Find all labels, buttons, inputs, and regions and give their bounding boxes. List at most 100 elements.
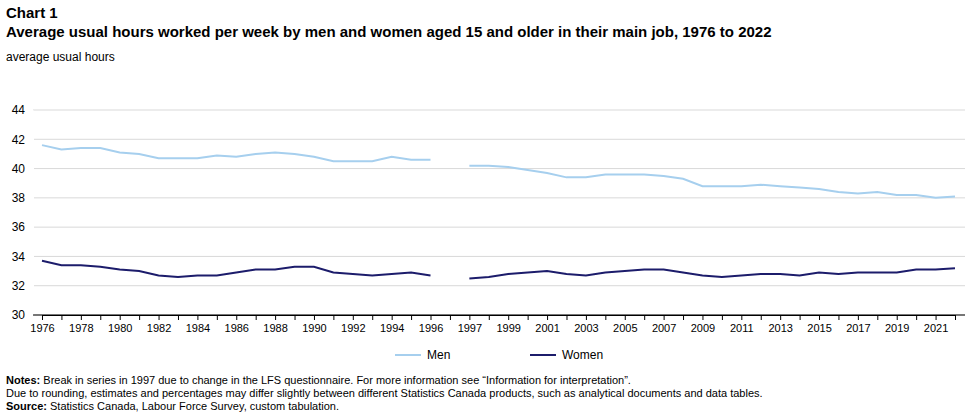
x-tick [295, 315, 296, 320]
x-tick-label: 1999 [496, 322, 520, 334]
x-tick-mark [469, 315, 470, 320]
x-tick-mark [741, 315, 742, 320]
x-tick-mark [197, 315, 198, 320]
x-tick-label: 1982 [147, 322, 171, 334]
x-tick [450, 315, 451, 320]
y-tick: 32 [12, 279, 33, 293]
x-tick-label: 2019 [885, 322, 909, 334]
x-tick [800, 315, 801, 320]
legend-swatch [530, 354, 556, 356]
x-tick: 1997 [458, 315, 482, 334]
y-tick-label: 32 [12, 279, 26, 293]
y-axis-line [33, 111, 34, 316]
x-tick-mark [431, 315, 432, 320]
x-tick-label: 2003 [574, 322, 598, 334]
x-tick-mark [139, 315, 140, 320]
x-tick [178, 315, 179, 320]
x-tick [61, 315, 62, 320]
source-text: Statistics Canada, Labour Force Survey, … [47, 400, 339, 412]
grid-line [33, 256, 965, 257]
x-tick-label: 2007 [652, 322, 676, 334]
x-tick-label: 2011 [730, 322, 754, 334]
notes: Notes: Break in series in 1997 due to ch… [6, 374, 763, 412]
x-tick-label: 2013 [768, 322, 792, 334]
x-axis: 1976197819801982198419861988199019921994… [30, 315, 955, 334]
y-tick: 30 [12, 308, 33, 322]
line-men [42, 145, 955, 198]
x-tick-label: 1976 [30, 322, 54, 334]
y-tick-label: 40 [12, 162, 26, 176]
x-tick: 1982 [147, 315, 171, 334]
x-tick [528, 315, 529, 320]
x-tick [877, 315, 878, 320]
legend-label: Women [562, 348, 603, 362]
y-tick-label: 30 [12, 308, 26, 322]
x-tick-mark [858, 315, 859, 320]
x-tick-mark [897, 315, 898, 320]
x-tick-mark [256, 315, 257, 320]
x-tick-label: 1986 [225, 322, 249, 334]
x-tick-mark [81, 315, 82, 320]
subtitle: Average usual hours worked per week by m… [6, 23, 772, 40]
x-tick-mark [702, 315, 703, 320]
x-tick: 1994 [380, 315, 404, 334]
x-tick-mark [683, 315, 684, 320]
x-tick-mark [489, 315, 490, 320]
x-tick: 2001 [535, 315, 559, 334]
grid-line [33, 168, 965, 169]
x-tick: 2007 [652, 315, 676, 334]
x-tick [217, 315, 218, 320]
x-tick-mark [722, 315, 723, 320]
x-tick-mark [819, 315, 820, 320]
note-text: Due to rounding, estimates and percentag… [6, 387, 763, 399]
x-tick: 1990 [302, 315, 326, 334]
notes-label: Notes: [6, 374, 40, 386]
x-tick-label: 2021 [924, 322, 948, 334]
x-tick: 1980 [108, 315, 132, 334]
x-tick-mark [625, 315, 626, 320]
y-tick: 38 [12, 191, 33, 205]
x-tick-label: 1978 [69, 322, 93, 334]
x-tick-label: 1992 [341, 322, 365, 334]
grid-line [33, 139, 965, 140]
x-tick [644, 315, 645, 320]
x-tick-label: 1997 [458, 322, 482, 334]
x-tick-mark [838, 315, 839, 320]
x-tick-label: 2009 [691, 322, 715, 334]
x-tick-mark [916, 315, 917, 320]
grid-line [33, 197, 965, 198]
x-tick-label: 1996 [419, 322, 443, 334]
y-tick: 40 [12, 162, 33, 176]
x-tick-mark [392, 315, 393, 320]
x-tick-mark [100, 315, 101, 320]
grid-line [33, 285, 965, 286]
x-tick-mark [353, 315, 354, 320]
x-tick [683, 315, 684, 320]
x-tick-mark [780, 315, 781, 320]
x-tick: 2005 [613, 315, 637, 334]
x-tick [139, 315, 140, 320]
y-tick-label: 36 [12, 220, 26, 234]
x-tick [916, 315, 917, 320]
x-tick [566, 315, 567, 320]
y-axis-title: average usual hours [6, 50, 115, 64]
x-tick-mark [275, 315, 276, 320]
x-tick [722, 315, 723, 320]
note: Notes: Break in series in 1997 due to ch… [6, 374, 631, 386]
source-label: Source: [6, 400, 47, 412]
x-tick-mark [295, 315, 296, 320]
x-tick: 2019 [885, 315, 909, 334]
x-tick-mark [955, 315, 956, 320]
x-tick-mark [800, 315, 801, 320]
legend-item: Men [395, 348, 450, 362]
x-tick-mark [644, 315, 645, 320]
x-tick: 2017 [846, 315, 870, 334]
x-tick: 2009 [691, 315, 715, 334]
x-tick-mark [450, 315, 451, 320]
x-tick [955, 315, 956, 320]
x-tick-mark [936, 315, 937, 320]
x-tick-label: 1980 [108, 322, 132, 334]
line-women [42, 261, 955, 279]
x-tick-mark [178, 315, 179, 320]
x-tick: 2013 [768, 315, 792, 334]
